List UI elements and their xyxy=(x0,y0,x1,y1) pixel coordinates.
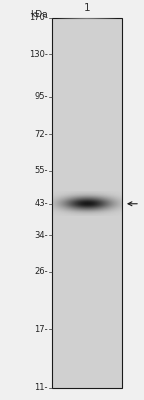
Bar xyxy=(79,18,95,388)
Text: 130-: 130- xyxy=(29,50,48,59)
Bar xyxy=(80,18,94,388)
Bar xyxy=(86,18,88,388)
Bar xyxy=(63,18,111,388)
Text: 170-: 170- xyxy=(29,14,48,22)
Text: 95-: 95- xyxy=(35,92,48,101)
Text: 26-: 26- xyxy=(34,267,48,276)
Bar xyxy=(76,18,98,388)
Bar xyxy=(78,18,96,388)
Bar xyxy=(81,18,93,388)
Bar xyxy=(67,18,107,388)
Bar xyxy=(58,18,116,388)
Bar xyxy=(73,18,101,388)
Bar xyxy=(60,18,114,388)
Bar xyxy=(57,18,117,388)
Text: 1: 1 xyxy=(84,3,90,13)
Bar xyxy=(62,18,112,388)
Text: kDa: kDa xyxy=(30,10,48,19)
Bar xyxy=(66,18,108,388)
Text: 17-: 17- xyxy=(34,325,48,334)
Text: 11-: 11- xyxy=(35,384,48,392)
Bar xyxy=(74,18,100,388)
Bar xyxy=(82,18,92,388)
Bar xyxy=(84,18,90,388)
Bar xyxy=(85,18,89,388)
Bar xyxy=(70,18,104,388)
Bar xyxy=(75,18,99,388)
Bar xyxy=(61,18,113,388)
Bar xyxy=(59,18,115,388)
Bar xyxy=(52,18,122,388)
Text: 72-: 72- xyxy=(34,130,48,139)
Text: 55-: 55- xyxy=(35,166,48,175)
Bar xyxy=(77,18,97,388)
Bar xyxy=(72,18,102,388)
Bar xyxy=(83,18,91,388)
Text: 43-: 43- xyxy=(34,199,48,208)
Bar xyxy=(71,18,103,388)
Bar xyxy=(69,18,105,388)
Bar xyxy=(65,18,109,388)
Bar xyxy=(64,18,110,388)
Bar xyxy=(68,18,106,388)
Text: 34-: 34- xyxy=(34,231,48,240)
